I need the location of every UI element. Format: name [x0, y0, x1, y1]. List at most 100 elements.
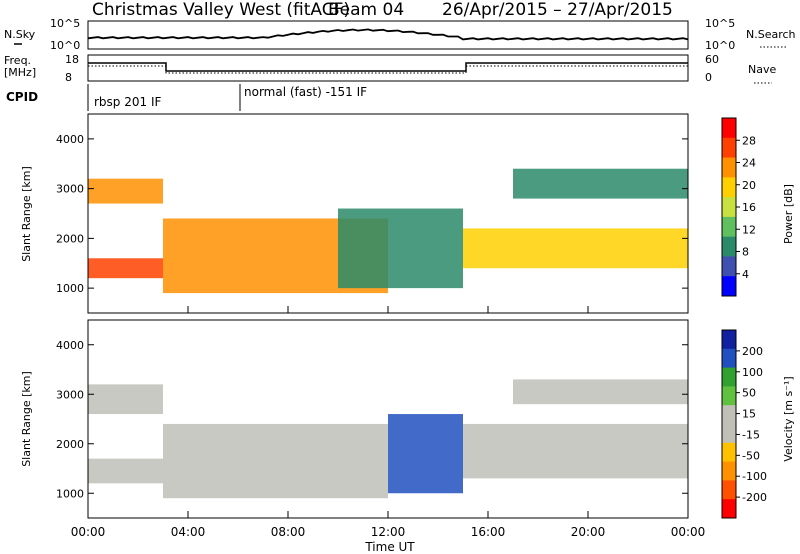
- power-panel: Slant Range [km] 1000 2000 3000 4000 28 24 20…: [20, 113, 795, 314]
- colorbar-segment-0: [722, 118, 736, 139]
- colorbar-segment-2: [722, 157, 736, 178]
- colorbar-tick-label-1: 24: [742, 157, 756, 170]
- x-tick-label-6: 00:00: [671, 525, 706, 539]
- y-tick-label-1: 2000: [56, 438, 84, 451]
- colorbar-segment-1: [722, 137, 736, 159]
- freq-unit: [MHz]: [4, 66, 36, 79]
- power-colorbar-label: Power [dB]: [782, 184, 795, 244]
- scatter-band-0: [88, 458, 163, 484]
- velocity-bands: [88, 379, 688, 499]
- station-title: Christmas Valley West (fitACF): [92, 0, 350, 20]
- colorbar-segment-7: [722, 461, 736, 481]
- colorbar-segment-5: [722, 424, 736, 444]
- velocity-yticks: 1000 2000 3000 4000: [56, 339, 688, 500]
- y-tick-label-3: 4000: [56, 133, 84, 146]
- velocity-xticks: 00:00 04:00 08:00 12:00 16:00 20:00 00:00: [71, 511, 706, 539]
- date-range: 26/Apr/2015 – 27/Apr/2015: [442, 0, 673, 20]
- colorbar-segment-5: [722, 216, 736, 238]
- colorbar-segment-6: [722, 442, 736, 463]
- colorbar-segment-1: [722, 348, 736, 369]
- cpid-second-program: normal (fast) -151 IF: [244, 85, 367, 99]
- scatter-band-1: [88, 384, 163, 415]
- y-tick-label-1: 2000: [56, 232, 84, 245]
- freq-label: Freq.: [4, 54, 31, 67]
- colorbar-segment-3: [722, 177, 736, 198]
- colorbar-segment-6: [722, 236, 736, 257]
- nsky-panel: N.Sky 10^5 10^0 10^5 10^0 N.Search: [4, 17, 796, 52]
- power-ylabel: Slant Range [km]: [20, 166, 33, 262]
- colorbar-tick-label-0: 28: [742, 134, 756, 147]
- nsky-tick-top: 10^5: [50, 17, 80, 30]
- colorbar-tick-label-5: 8: [742, 246, 749, 259]
- freq-frame: [87, 54, 689, 82]
- beam-title: Beam 04: [328, 0, 404, 20]
- colorbar-segment-8: [722, 480, 736, 500]
- scatter-band-5: [513, 168, 688, 199]
- nsearch-tick-bottom: 10^0: [705, 39, 735, 52]
- colorbar-tick-label-3: 16: [742, 201, 756, 214]
- nave-tick-bottom: 0: [705, 71, 712, 84]
- colorbar-tick-label-2: 20: [742, 179, 756, 192]
- scatter-band-2: [163, 423, 388, 499]
- nsearch-tick-top: 10^5: [705, 17, 735, 30]
- colorbar-segment-0: [722, 330, 736, 350]
- x-tick-label-3: 12:00: [371, 525, 406, 539]
- scatter-band-4: [463, 423, 688, 479]
- x-tick-label-4: 16:00: [471, 525, 506, 539]
- scatter-band-3: [388, 414, 463, 494]
- x-tick-label-5: 20:00: [571, 525, 606, 539]
- colorbar-tick-label-7: -200: [742, 491, 767, 504]
- colorbar-segment-9: [722, 499, 736, 519]
- scatter-band-4: [463, 228, 688, 269]
- colorbar-tick-label-5: -50: [742, 449, 760, 462]
- x-tick-label-2: 08:00: [271, 525, 306, 539]
- colorbar-tick-label-6: -100: [742, 470, 767, 483]
- colorbar-segment-3: [722, 386, 736, 406]
- colorbar-tick-label-3: 15: [742, 408, 756, 421]
- colorbar-segment-4: [722, 197, 736, 218]
- power-xtickmarks: [87, 306, 689, 313]
- velocity-ylabel: Slant Range [km]: [20, 371, 33, 467]
- freq-tick-bottom: 8: [65, 71, 72, 84]
- x-tick-label-0: 00:00: [71, 525, 106, 539]
- cpid-label: CPID: [6, 90, 38, 104]
- nsky-tick-bottom: 10^0: [50, 39, 80, 52]
- freq-panel: Freq. [MHz] 18 8 60 0 Nave: [4, 53, 776, 84]
- nave-label: Nave: [748, 63, 776, 76]
- colorbar-tick-label-4: -15: [742, 428, 760, 441]
- nave-series: [88, 65, 688, 74]
- time-axis-label: Time UT: [364, 540, 415, 554]
- y-tick-label-0: 1000: [56, 282, 84, 295]
- scatter-band-1: [88, 178, 163, 204]
- colorbar-segment-7: [722, 256, 736, 277]
- colorbar-tick-label-6: 4: [742, 268, 749, 281]
- scatter-band-5: [513, 379, 688, 405]
- nsky-series: [87, 28, 689, 41]
- cpid-first-program: rbsp 201 IF: [94, 95, 161, 109]
- nave-tick-top: 60: [705, 53, 719, 66]
- freq-series: [88, 62, 688, 72]
- cpid-row: CPID normal (fast) -151 IF rbsp 201 IF n…: [6, 84, 367, 111]
- y-tick-label-2: 3000: [56, 183, 84, 196]
- y-tick-label-0: 1000: [56, 487, 84, 500]
- colorbar-segment-8: [722, 276, 736, 297]
- scatter-band-0: [88, 258, 163, 279]
- velocity-colorbar-label: Velocity [m s⁻¹]: [782, 376, 795, 461]
- velocity-colorbar: 200 100 50 15 -15 -50 -100 -200: [721, 329, 767, 519]
- nsky-label: N.Sky: [4, 28, 36, 41]
- scatter-band-3: [338, 208, 463, 289]
- colorbar-frame: [721, 329, 737, 519]
- power-colorbar: 28 24 20 16 12 8 4: [721, 117, 756, 297]
- colorbar-segment-2: [722, 367, 736, 387]
- x-tick-label-1: 04:00: [171, 525, 206, 539]
- colorbar-tick-label-2: 50: [742, 387, 756, 400]
- colorbar-segment-4: [722, 405, 736, 425]
- y-tick-label-3: 4000: [56, 339, 84, 352]
- nsearch-label: N.Search: [746, 28, 796, 41]
- colorbar-tick-label-4: 12: [742, 223, 756, 236]
- y-tick-label-2: 3000: [56, 388, 84, 401]
- freq-tick-top: 18: [65, 53, 79, 66]
- colorbar-tick-label-1: 100: [742, 366, 763, 379]
